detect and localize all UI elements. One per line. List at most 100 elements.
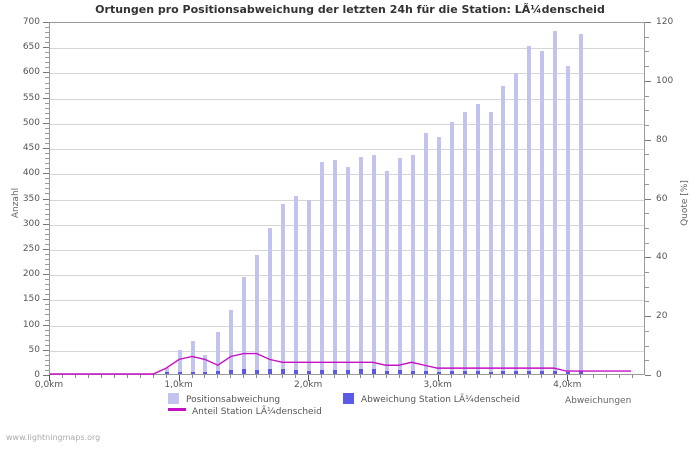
y-axis-title: Anzahl <box>11 187 21 219</box>
bar[interactable] <box>164 367 169 374</box>
y-tick-label: 600 <box>22 67 40 78</box>
bar[interactable] <box>333 159 338 374</box>
bar[interactable] <box>436 371 441 374</box>
x-minor-tick <box>126 375 128 378</box>
bar[interactable] <box>514 371 519 374</box>
bar[interactable] <box>242 277 247 374</box>
bar[interactable] <box>475 104 480 374</box>
bar[interactable] <box>488 371 493 374</box>
bar[interactable] <box>358 157 363 374</box>
bar[interactable] <box>579 33 584 374</box>
bar[interactable] <box>553 371 558 374</box>
bar[interactable] <box>307 370 312 374</box>
bar[interactable] <box>371 369 376 374</box>
bar[interactable] <box>229 370 234 374</box>
bar[interactable] <box>423 370 428 374</box>
bar[interactable] <box>255 255 260 374</box>
bar[interactable] <box>294 369 299 374</box>
bar[interactable] <box>229 309 234 374</box>
x-minor-tick <box>593 375 595 378</box>
bar[interactable] <box>397 369 402 374</box>
bar[interactable] <box>255 369 260 374</box>
bar[interactable] <box>462 371 467 374</box>
bar[interactable] <box>501 371 506 374</box>
bar[interactable] <box>268 227 273 374</box>
legend-item-positionsabweichung[interactable]: Positionsabweichung <box>168 393 280 405</box>
bar[interactable] <box>579 371 584 374</box>
x-tick <box>567 375 569 381</box>
legend-item-abweichung-station[interactable]: Abweichung Station LÃ¼denscheid <box>343 393 520 405</box>
bar[interactable] <box>358 369 363 374</box>
bar[interactable] <box>384 170 389 374</box>
bar[interactable] <box>281 203 286 374</box>
bar[interactable] <box>423 132 428 374</box>
bar[interactable] <box>449 121 454 374</box>
y2-minor-tick <box>645 286 649 288</box>
bar[interactable] <box>475 371 480 374</box>
bar[interactable] <box>281 369 286 374</box>
bar[interactable] <box>268 369 273 374</box>
bar[interactable] <box>203 372 208 374</box>
x-minor-tick <box>372 375 374 378</box>
bar[interactable] <box>346 167 350 374</box>
bar[interactable] <box>216 371 221 374</box>
bar[interactable] <box>164 372 169 374</box>
bar[interactable] <box>371 154 376 374</box>
bar[interactable] <box>397 158 402 374</box>
bar[interactable] <box>190 371 195 374</box>
y-tick-label: 50 <box>28 344 40 355</box>
y2-tick <box>645 375 651 376</box>
bar[interactable] <box>527 46 532 374</box>
bar[interactable] <box>514 72 519 374</box>
bar[interactable] <box>307 200 312 374</box>
y-minor-tick <box>45 228 49 230</box>
x-tick <box>49 375 50 381</box>
bar[interactable] <box>553 31 558 374</box>
bar[interactable] <box>527 371 532 374</box>
bar[interactable] <box>177 350 182 374</box>
x-minor-tick <box>632 375 634 378</box>
y2-minor-tick <box>645 36 649 38</box>
bar[interactable] <box>320 370 325 374</box>
bar[interactable] <box>177 372 182 374</box>
bar[interactable] <box>566 66 571 374</box>
bar[interactable] <box>501 85 506 374</box>
x-minor-tick <box>295 375 297 378</box>
y2-minor-tick <box>645 154 649 156</box>
y2-minor-tick <box>645 124 649 126</box>
bar[interactable] <box>410 371 415 374</box>
plot-area <box>49 22 645 375</box>
legend-item-anteil-station[interactable]: Anteil Station LÃ¼denscheid <box>168 407 322 417</box>
bar[interactable] <box>333 369 338 374</box>
bar[interactable] <box>294 196 299 374</box>
y-tick-label: 700 <box>22 17 40 27</box>
bar[interactable] <box>410 154 415 374</box>
bar[interactable] <box>449 371 454 374</box>
bar[interactable] <box>540 371 545 374</box>
bar[interactable] <box>540 51 545 374</box>
y-minor-tick <box>45 359 49 361</box>
bar[interactable] <box>216 332 221 374</box>
bar[interactable] <box>242 369 247 374</box>
y-minor-tick <box>45 289 49 291</box>
bar[interactable] <box>346 370 350 374</box>
y-minor-tick <box>45 264 49 266</box>
bar[interactable] <box>320 162 325 374</box>
y-minor-tick <box>45 168 49 170</box>
bar[interactable] <box>190 341 195 374</box>
bar[interactable] <box>436 137 441 374</box>
y-minor-tick <box>45 37 49 39</box>
y-tick <box>43 198 49 200</box>
y-tick-label: 0 <box>34 370 40 380</box>
bar[interactable] <box>203 354 208 374</box>
y-minor-tick <box>45 309 49 311</box>
y2-tick-label: 80 <box>656 134 668 145</box>
y-minor-tick <box>45 67 49 69</box>
y-minor-tick <box>45 132 49 134</box>
x-minor-tick <box>554 375 556 378</box>
bar[interactable] <box>488 111 493 374</box>
bar[interactable] <box>462 111 467 374</box>
bar[interactable] <box>384 370 389 374</box>
bar[interactable] <box>566 371 571 374</box>
